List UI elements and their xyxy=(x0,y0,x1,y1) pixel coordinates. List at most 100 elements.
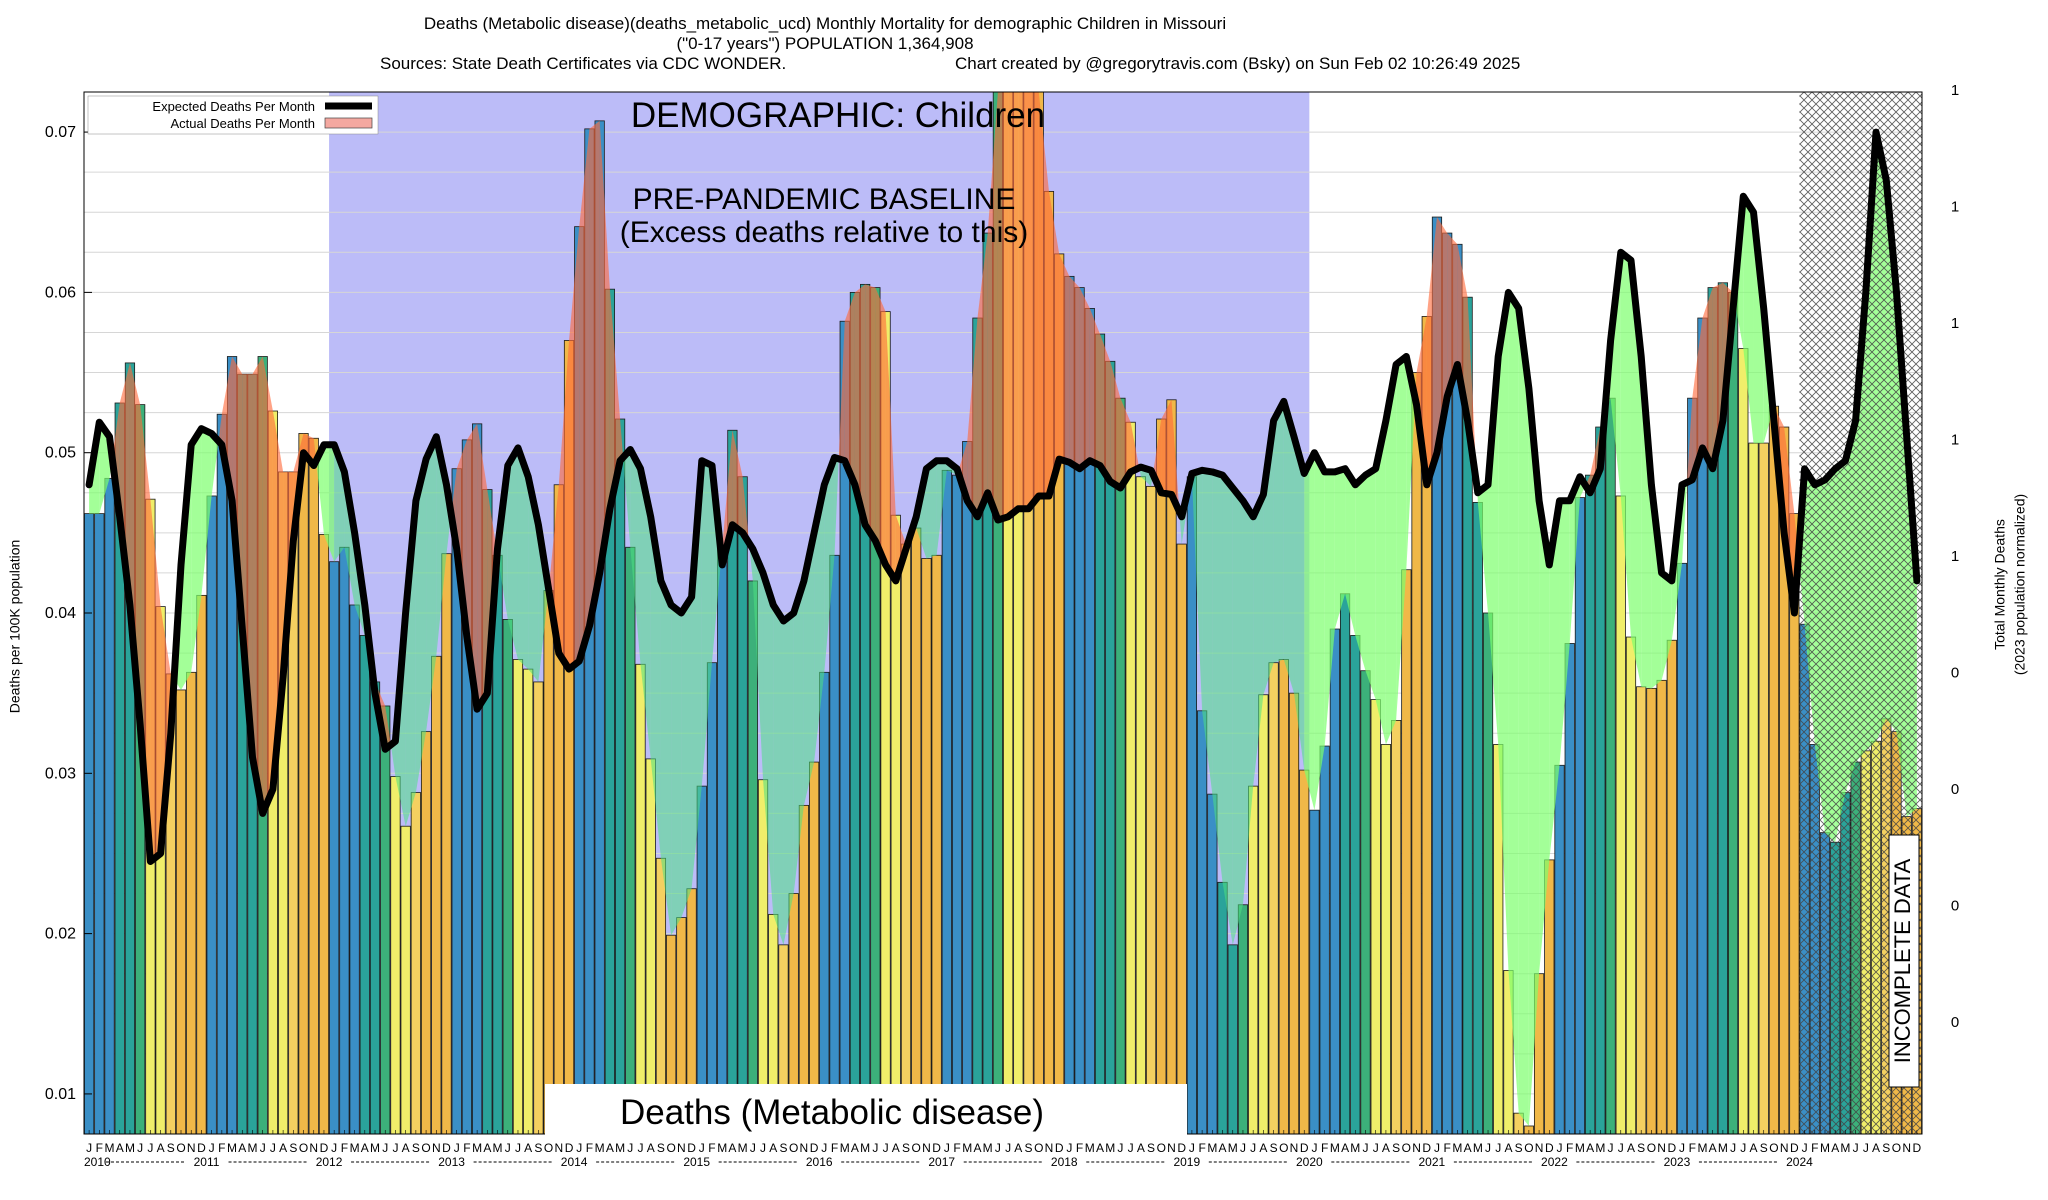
chart-subtitle: ("0-17 years") POPULATION 1,364,908 xyxy=(676,34,974,53)
x-month-label: N xyxy=(1657,1141,1666,1155)
x-month-label: A xyxy=(1709,1141,1717,1155)
x-month-label: A xyxy=(1341,1141,1349,1155)
y2-tick-label: 1 xyxy=(1951,82,1959,99)
x-month-label: A xyxy=(1750,1141,1758,1155)
x-month-label: F xyxy=(1811,1141,1818,1155)
excess-deaths-area xyxy=(838,321,845,461)
x-month-label: A xyxy=(1382,1141,1390,1155)
actual-death-bar xyxy=(1237,904,1249,1135)
x-month-label: J xyxy=(872,1141,878,1155)
x-month-label: S xyxy=(1025,1141,1033,1155)
actual-death-bar xyxy=(1217,881,1228,1135)
x-month-label: S xyxy=(1392,1141,1400,1155)
y2-tick-label: 1 xyxy=(1951,548,1959,565)
excess-deaths-area xyxy=(620,419,624,461)
x-month-label: J xyxy=(1311,1141,1317,1155)
x-month-label: M xyxy=(983,1141,993,1155)
x-month-label: J xyxy=(1618,1141,1624,1155)
x-month-label: M xyxy=(1085,1141,1095,1155)
x-month-label: F xyxy=(586,1141,593,1155)
deficit-deaths-area xyxy=(752,548,764,780)
actual-death-bar xyxy=(635,663,646,1135)
x-month-label: A xyxy=(1627,1141,1635,1155)
x-month-label: A xyxy=(728,1141,736,1155)
deficit-deaths-area xyxy=(405,500,416,827)
x-month-label: O xyxy=(1647,1141,1656,1155)
x-month-label: O xyxy=(1034,1141,1043,1155)
excess-deaths-area xyxy=(477,423,488,710)
x-month-label: S xyxy=(289,1141,297,1155)
deficit-deaths-area xyxy=(211,433,219,496)
x-month-label: M xyxy=(1350,1141,1360,1155)
x-month-label: M xyxy=(1840,1141,1850,1155)
chart-sources: Sources: State Death Certificates via CD… xyxy=(380,54,787,73)
deficit-deaths-area xyxy=(1406,356,1416,570)
x-month-label: O xyxy=(1524,1141,1533,1155)
y2-tick-label: 0 xyxy=(1951,898,1959,915)
x-month-label: D xyxy=(1300,1141,1309,1155)
x-month-label: N xyxy=(1045,1141,1054,1155)
actual-death-bar xyxy=(747,580,758,1135)
actual-death-bar xyxy=(1329,628,1340,1135)
x-year-label: 2010 xyxy=(84,1155,111,1169)
x-month-label: F xyxy=(218,1141,225,1155)
excess-deaths-area xyxy=(242,374,253,758)
actual-death-bar xyxy=(1186,476,1198,1135)
excess-deaths-area xyxy=(221,356,233,501)
excess-deaths-area xyxy=(1008,92,1019,517)
x-month-label: J xyxy=(505,1141,511,1155)
deficit-deaths-area xyxy=(650,516,661,859)
x-month-label: F xyxy=(953,1141,960,1155)
deficit-deaths-area xyxy=(824,457,835,673)
deficit-deaths-area xyxy=(671,604,682,936)
x-month-label: J xyxy=(1005,1141,1011,1155)
x-month-label: D xyxy=(687,1141,696,1155)
actual-death-bar xyxy=(359,635,370,1135)
x-month-label: J xyxy=(147,1141,153,1155)
x-month-label: A xyxy=(116,1141,124,1155)
x-month-label: M xyxy=(105,1141,115,1155)
y2-axis-label: Total Monthly Deaths xyxy=(1991,519,2008,650)
deficit-deaths-area xyxy=(681,596,692,918)
x-month-label: A xyxy=(851,1141,859,1155)
x-month-label: O xyxy=(544,1141,553,1155)
actual-death-bar xyxy=(1687,397,1698,1135)
x-month-label: S xyxy=(1760,1141,1768,1155)
x-month-label: M xyxy=(227,1141,237,1155)
x-month-label: M xyxy=(1473,1141,1483,1155)
actual-death-bar xyxy=(625,546,636,1135)
excess-deaths-area xyxy=(1447,233,1458,397)
actual-death-bar xyxy=(1309,809,1320,1135)
x-month-label: A xyxy=(973,1141,981,1155)
deficit-deaths-area xyxy=(201,428,212,596)
x-month-label: M xyxy=(350,1141,360,1155)
actual-death-bar xyxy=(1758,442,1769,1135)
excess-deaths-area xyxy=(1161,399,1172,495)
deficit-deaths-area xyxy=(1641,356,1652,689)
x-month-label: M xyxy=(615,1141,625,1155)
actual-death-bar xyxy=(1339,593,1351,1135)
x-month-label: A xyxy=(1014,1141,1022,1155)
actual-death-bar xyxy=(104,477,115,1135)
actual-death-bar xyxy=(1370,699,1381,1135)
x-month-label: J xyxy=(1250,1141,1256,1155)
x-month-label: F xyxy=(96,1141,103,1155)
x-month-label: J xyxy=(995,1141,1001,1155)
actual-death-bar xyxy=(717,546,728,1135)
excess-deaths-area xyxy=(1059,253,1070,463)
actual-death-bar xyxy=(1248,785,1259,1135)
chart-credit: Chart created by @gregorytravis.com (Bsk… xyxy=(955,54,1521,73)
excess-deaths-area xyxy=(262,356,273,814)
deficit-deaths-area xyxy=(1396,356,1407,721)
actual-death-bar xyxy=(1727,291,1739,1135)
deficit-deaths-area xyxy=(1283,401,1295,694)
x-month-label: J xyxy=(270,1141,276,1155)
y2-tick-label: 0 xyxy=(1951,1014,1959,1031)
x-month-label: J xyxy=(1240,1141,1246,1155)
deficit-deaths-area xyxy=(1477,484,1489,613)
actual-death-bar xyxy=(369,681,381,1135)
deficit-deaths-area xyxy=(1345,468,1356,636)
actual-death-bar xyxy=(1360,670,1371,1135)
deficit-deaths-area xyxy=(426,436,437,732)
excess-deaths-area xyxy=(569,226,580,670)
